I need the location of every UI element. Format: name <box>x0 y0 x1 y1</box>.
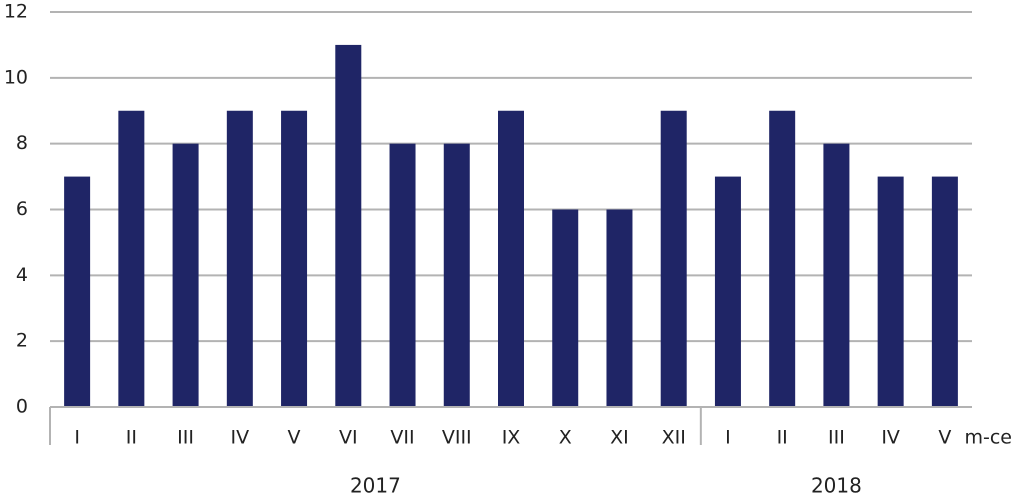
bar <box>118 110 145 407</box>
x-tick-label: V <box>938 427 951 449</box>
x-tick-label: X <box>559 427 572 449</box>
bar <box>443 143 470 407</box>
x-tick-label: II <box>777 427 788 449</box>
y-tick-label: 12 <box>4 1 28 23</box>
x-unit-label: m-ce <box>965 427 1013 449</box>
bar <box>877 176 904 407</box>
x-tick-label: V <box>288 427 301 449</box>
bar <box>64 176 91 407</box>
y-tick-label: 10 <box>4 66 28 88</box>
bar <box>931 176 958 407</box>
bar <box>281 110 308 407</box>
bar <box>389 143 416 407</box>
bar <box>226 110 253 407</box>
bar <box>172 143 199 407</box>
x-tick-label: XI <box>610 427 629 449</box>
x-tick-label: III <box>177 427 194 449</box>
x-tick-label: VII <box>390 427 414 449</box>
y-tick-label: 8 <box>16 132 28 154</box>
y-axis-ticks: 0 2 4 6 8 10 12 <box>4 1 28 418</box>
y-tick-label: 4 <box>16 264 28 286</box>
bar <box>660 110 687 407</box>
x-tick-label: XII <box>662 427 686 449</box>
x-tick-label: II <box>126 427 137 449</box>
y-tick-label: 6 <box>16 198 28 220</box>
group-label: 2018 <box>811 474 862 497</box>
group-label: 2017 <box>350 474 401 497</box>
x-tick-label: III <box>828 427 845 449</box>
y-tick-label: 0 <box>16 396 28 418</box>
bar <box>769 110 796 407</box>
x-tick-label: IV <box>881 427 900 449</box>
bar <box>606 209 633 407</box>
x-tick-label: VIII <box>442 427 472 449</box>
x-axis <box>49 406 972 445</box>
x-tick-label: I <box>74 427 80 449</box>
bar <box>498 110 524 407</box>
x-tick-label: IV <box>231 427 250 449</box>
bar <box>335 44 362 408</box>
bar <box>714 176 741 407</box>
y-tick-label: 2 <box>16 330 28 352</box>
x-tick-label: IX <box>502 427 521 449</box>
x-tick-label: I <box>725 427 731 449</box>
x-tick-label: VI <box>339 427 358 449</box>
bars <box>64 44 958 408</box>
bar <box>552 209 579 407</box>
bar <box>823 143 850 407</box>
